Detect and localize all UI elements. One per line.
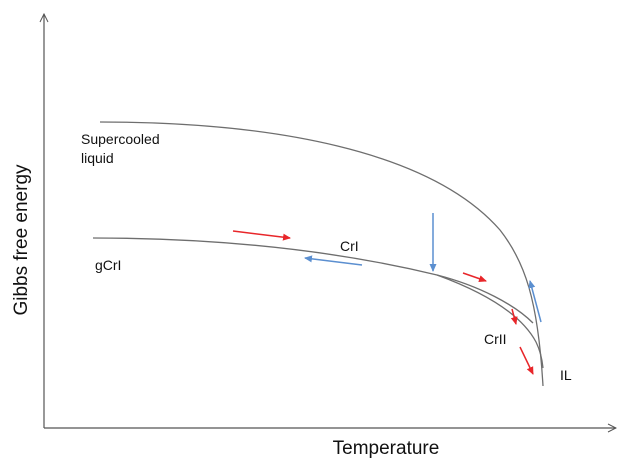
heating-arrow — [462, 272, 487, 283]
x-axis-label: Temperature — [333, 438, 440, 459]
heating-arrow — [232, 230, 291, 241]
heating-arrow — [519, 346, 534, 375]
y-axis-label: Gibbs free energy — [11, 164, 32, 316]
cooling-arrow — [304, 255, 363, 266]
supercooled-liquid-label-line1: Supercooled — [81, 131, 160, 147]
cooling-arrow — [528, 280, 542, 323]
supercooled-liquid-curve — [99, 121, 544, 387]
il-label: IL — [560, 367, 572, 383]
crII-label: CrII — [484, 331, 507, 347]
crI-label: CrI — [340, 238, 359, 254]
supercooled-liquid-label-line2: liquid — [81, 150, 114, 166]
gcrI-label: gCrI — [95, 257, 121, 273]
heating-arrow — [510, 308, 518, 325]
crII-curve — [436, 274, 544, 369]
crI-curve — [92, 237, 534, 324]
